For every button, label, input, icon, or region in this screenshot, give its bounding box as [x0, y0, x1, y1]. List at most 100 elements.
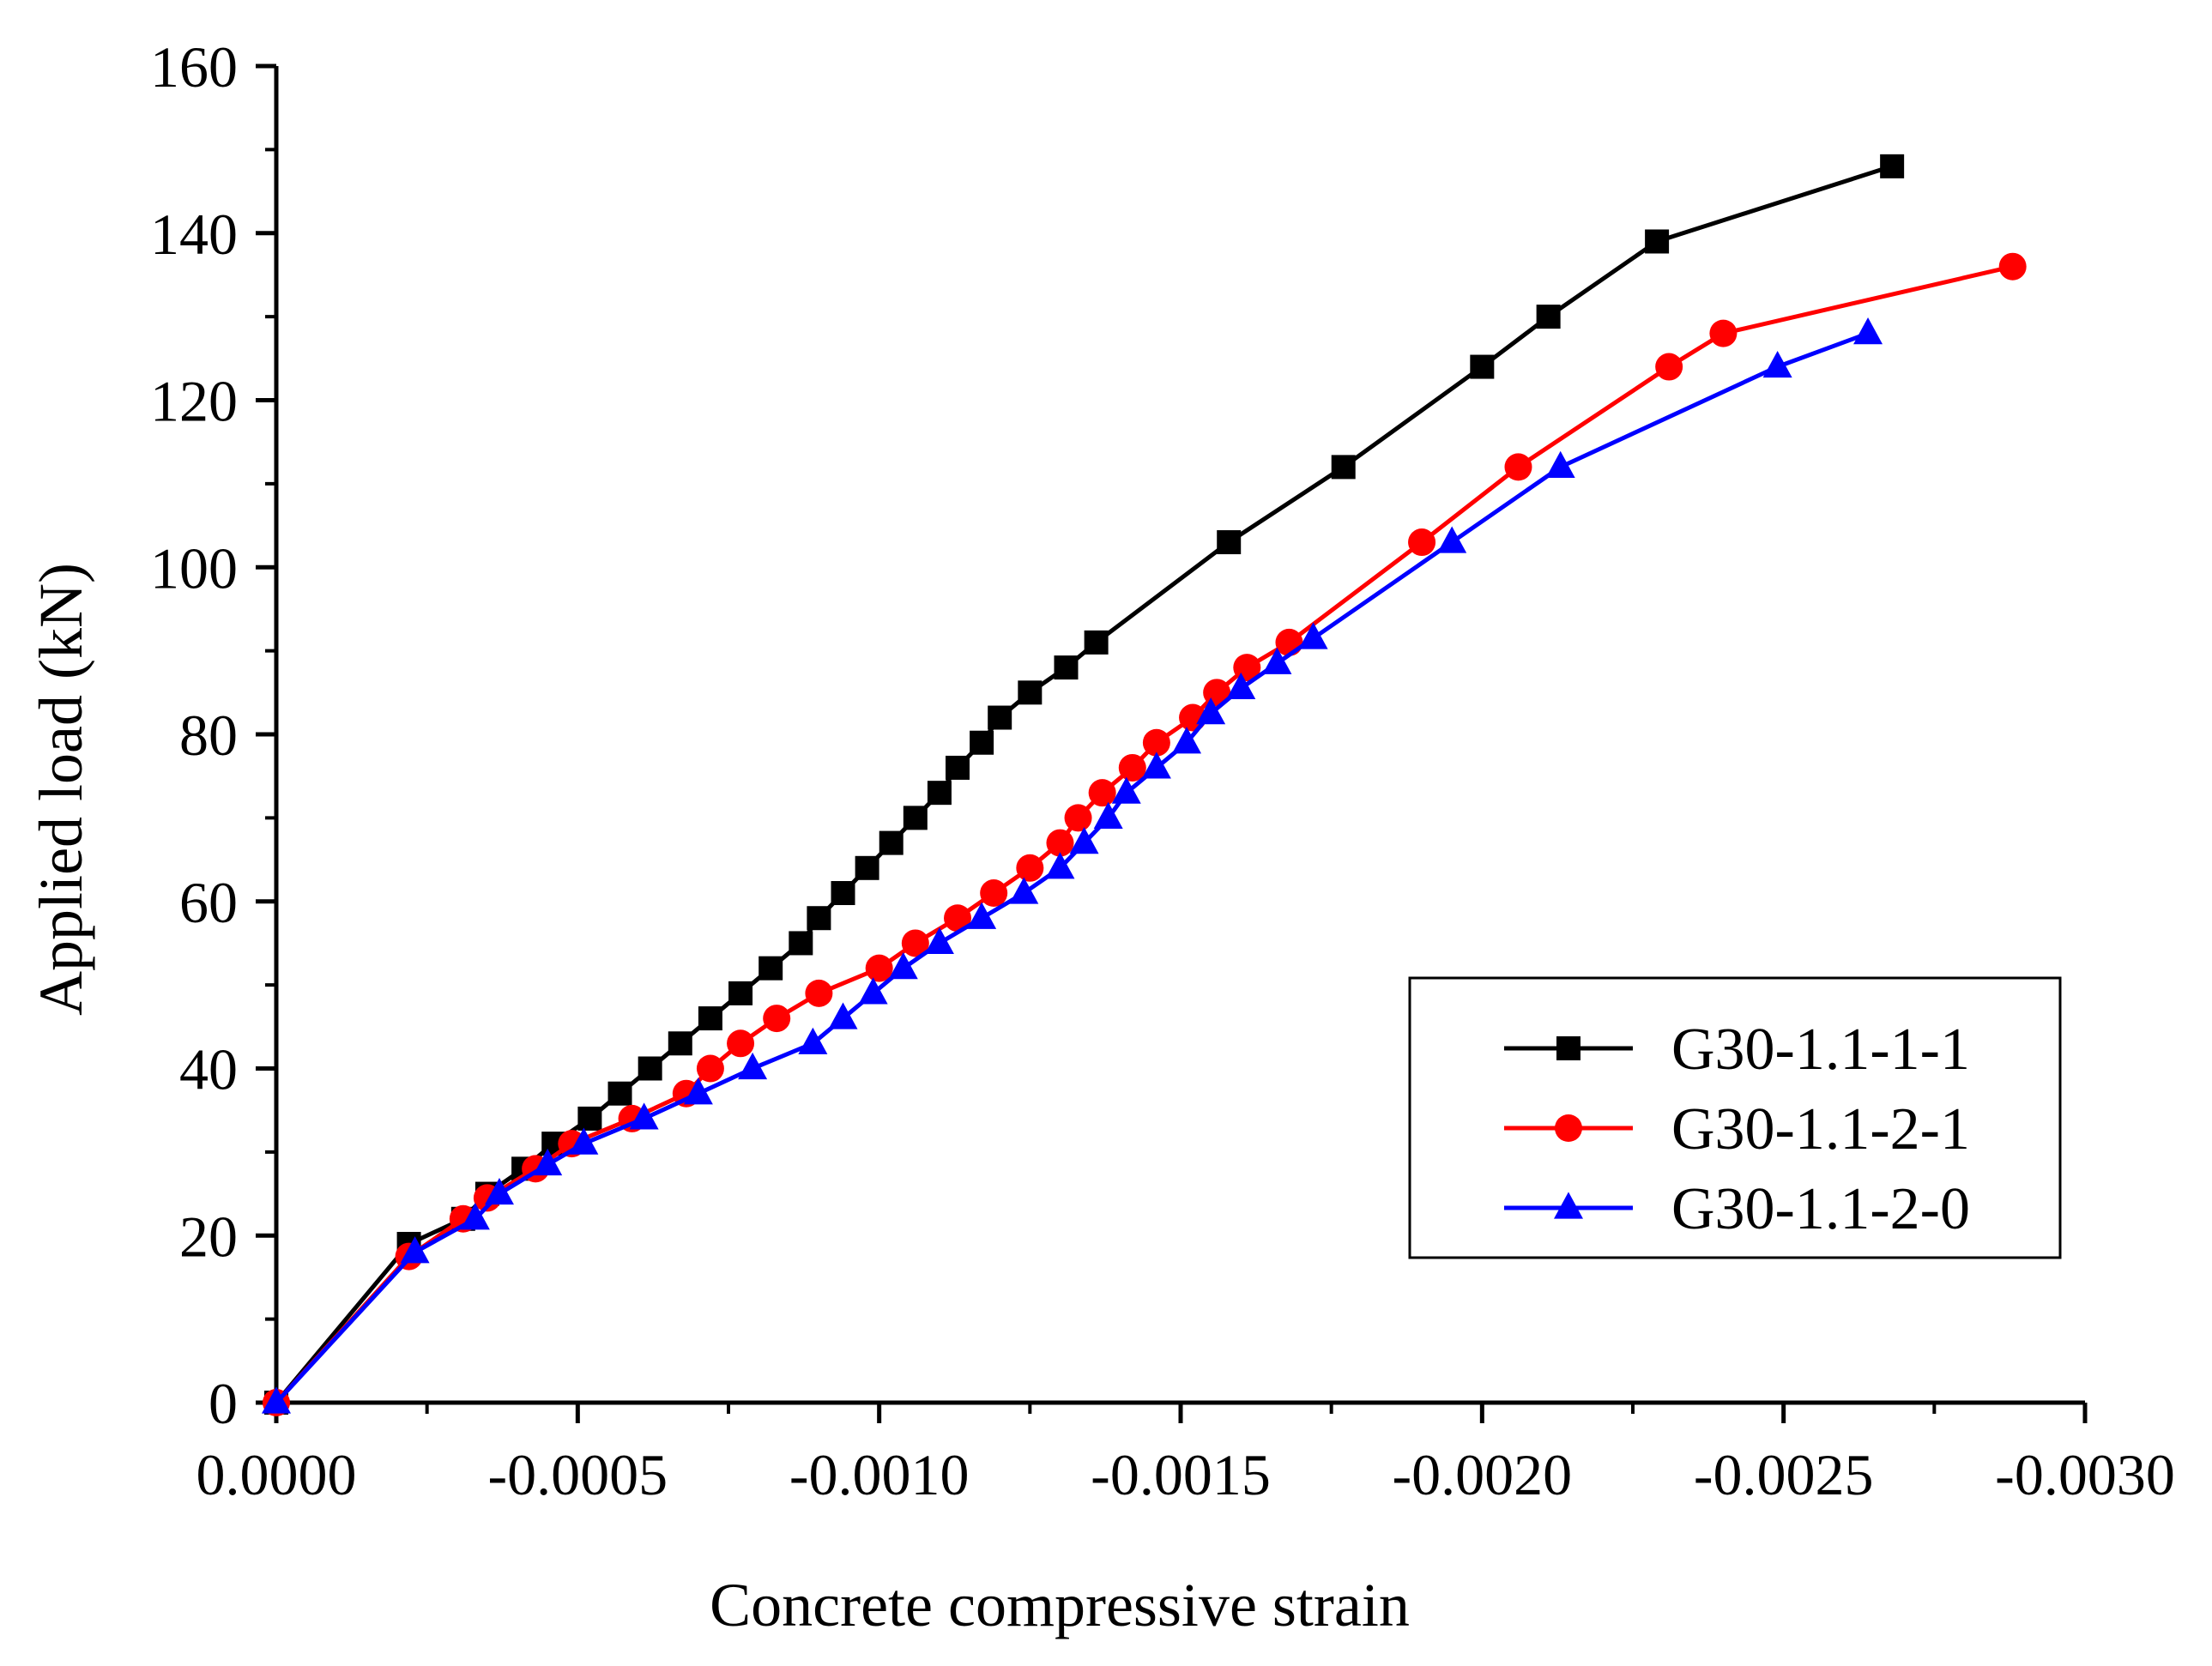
x-tick-label: -0.0030 [1995, 1442, 2175, 1507]
legend-label: G30-1.1-2-0 [1671, 1176, 1970, 1242]
data-point [698, 1006, 722, 1031]
data-point [1470, 354, 1495, 379]
data-point [1645, 229, 1670, 254]
x-tick-label: -0.0025 [1694, 1442, 1874, 1507]
data-point [946, 755, 970, 780]
data-point [944, 904, 972, 933]
data-point [577, 1106, 602, 1131]
data-point [879, 830, 904, 855]
data-point [1084, 630, 1109, 655]
legend-marker [1555, 1114, 1582, 1142]
data-point [1141, 752, 1171, 779]
data-point [400, 1236, 430, 1264]
data-series [262, 154, 2027, 1416]
data-point [924, 927, 954, 955]
data-point [1069, 826, 1099, 854]
data-point [967, 902, 997, 929]
data-point [738, 1052, 768, 1080]
data-point [1045, 852, 1075, 879]
data-point [629, 1102, 659, 1130]
y-tick-label: 80 [179, 703, 238, 768]
data-point [831, 881, 855, 906]
data-point [1998, 252, 2027, 281]
y-tick-label: 120 [150, 369, 238, 434]
legend-box [1408, 976, 2062, 1259]
x-tick-label: -0.0015 [1091, 1442, 1271, 1507]
data-point [668, 1031, 692, 1056]
data-point [1536, 305, 1561, 329]
data-point [1262, 647, 1292, 674]
data-point [533, 1148, 563, 1176]
data-point [855, 855, 879, 880]
data-point [1064, 804, 1092, 832]
legend-label: G30-1.1-1-1 [1671, 1017, 1970, 1083]
y-axis-title: Applied load (kN) [27, 563, 95, 1016]
legend: G30-1.1-1-1 G30-1.1-2-1 G30-1.1-2-0 [1408, 976, 2062, 1259]
data-point [1408, 528, 1436, 557]
data-point [980, 879, 1008, 908]
data-point [828, 1002, 858, 1029]
y-tick-label: 40 [179, 1037, 238, 1102]
data-point [1118, 753, 1146, 782]
data-point [865, 954, 893, 982]
y-tick-label: 0 [209, 1371, 238, 1436]
data-point [1088, 779, 1116, 807]
x-tick-label: -0.0010 [789, 1442, 970, 1507]
data-point [607, 1081, 632, 1106]
data-point [1226, 672, 1256, 700]
data-point [484, 1177, 514, 1205]
data-point [569, 1127, 599, 1155]
x-tick-label: 0.0000 [196, 1442, 357, 1507]
x-tick-label: -0.0005 [488, 1442, 668, 1507]
series-G30-1.1-2-1 [263, 252, 2027, 1416]
data-point [1762, 350, 1792, 378]
data-point [1655, 353, 1683, 381]
data-point [798, 1027, 828, 1054]
data-point [927, 781, 952, 806]
legend-marker [1554, 1192, 1583, 1219]
data-point [262, 1386, 291, 1414]
data-point [696, 1054, 724, 1083]
data-point [888, 952, 918, 980]
data-point [1111, 776, 1141, 804]
data-point [1504, 453, 1532, 481]
series-G30-1.1-2-0 [262, 317, 1883, 1414]
legend-label: G30-1.1-2-1 [1671, 1096, 1970, 1162]
data-point [805, 979, 833, 1007]
data-point [988, 705, 1012, 730]
data-point [763, 1005, 791, 1033]
y-tick-label: 160 [150, 34, 238, 100]
data-point [1217, 530, 1242, 555]
x-axis-title: Concrete compressive strain [710, 1571, 1410, 1639]
data-point [1093, 801, 1123, 829]
data-point [1437, 526, 1467, 553]
data-point [1142, 728, 1170, 757]
data-point [1545, 450, 1575, 478]
data-point [807, 906, 831, 931]
data-point [728, 981, 753, 1005]
data-point [727, 1029, 755, 1058]
y-tick-label: 140 [150, 202, 238, 267]
data-point [903, 806, 928, 830]
data-point [1016, 854, 1044, 882]
data-point [638, 1056, 662, 1081]
data-point [1018, 680, 1043, 705]
data-point [901, 929, 929, 957]
y-tick-label: 60 [179, 870, 238, 935]
data-point [683, 1077, 713, 1105]
axes: 0 20 40 60 80 100 120 140 160 0.0000 -0.0005 -0.001… [150, 34, 2175, 1507]
series-G30-1.1-1-1 [264, 154, 1905, 1415]
data-point [1298, 622, 1328, 649]
y-tick-label: 100 [150, 535, 238, 601]
data-point [758, 956, 783, 981]
data-point [1046, 829, 1074, 857]
data-point [858, 977, 888, 1005]
data-point [970, 730, 994, 755]
data-point [1172, 727, 1202, 754]
data-point [1331, 455, 1356, 480]
data-point [1009, 877, 1039, 904]
x-tick-label: -0.0020 [1393, 1442, 1573, 1507]
data-point [1853, 317, 1883, 345]
legend-marker [1556, 1036, 1580, 1060]
